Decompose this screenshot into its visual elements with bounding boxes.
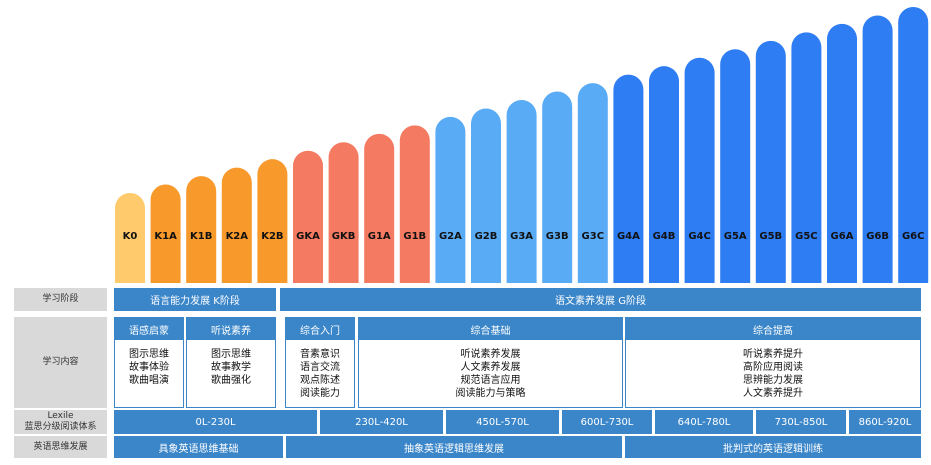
bar-label-k2a: K2A (226, 231, 249, 242)
stage-k-cell: 语言能力发展 K阶段 (114, 288, 276, 311)
content-item: 阅读能力与策略 (455, 388, 526, 399)
bar-label-g3a: G3A (510, 231, 533, 242)
lexile-range: 730L-850L (756, 410, 846, 434)
bar-k1a (150, 184, 181, 283)
lexile-label-line1: Lexile (47, 411, 74, 421)
content-item: 听说素养发展 (460, 349, 521, 360)
content-items: 听说素养发展 人文素养发展 规范语言应用 阅读能力与策略 (359, 348, 622, 407)
bar-g6c (898, 7, 929, 284)
bar-label-g5a: G5A (724, 231, 747, 242)
bar-label-k0: K0 (123, 231, 138, 242)
content-head: 听说素养 (187, 318, 275, 340)
bar-k2b (257, 159, 288, 283)
content-items: 图示思维 故事体验 歌曲唱演 (115, 348, 183, 407)
content-block-3: 综合入门 音素意识 语言交流 观点陈述 阅读能力 (285, 317, 355, 408)
content-item: 图示思维 (129, 349, 169, 360)
bar-k2a (221, 167, 252, 283)
thinking-stage: 批判式的英语逻辑训练 (625, 436, 921, 458)
bar-g3b (542, 91, 573, 283)
bar-label-g6b: G6B (866, 231, 889, 242)
bar-label-g1b: G1B (403, 231, 426, 242)
content-items: 音素意识 语言交流 观点陈述 阅读能力 (286, 348, 354, 407)
content-item: 规范语言应用 (460, 375, 521, 386)
content-head: 综合基础 (359, 318, 622, 340)
content-item: 高阶应用阅读 (743, 362, 803, 373)
content-head: 语感启蒙 (115, 318, 183, 340)
bar-g6a (827, 23, 857, 284)
content-block-1: 语感启蒙 图示思维 故事体验 歌曲唱演 (114, 317, 184, 408)
bar-g5c (791, 32, 822, 284)
lexile-range: 0L-230L (114, 410, 317, 434)
content-item: 故事体验 (129, 362, 169, 373)
bar-label-g2b: G2B (475, 231, 498, 242)
bar-g1b (399, 125, 430, 283)
bar-g2b (471, 108, 501, 283)
bar-label-gka: GKA (296, 231, 320, 242)
bar-k0 (115, 193, 145, 283)
stage-g-cell: 语文素养发展 G阶段 (280, 288, 921, 311)
bar-label-g6a: G6A (831, 231, 854, 242)
content-item: 听说素养提升 (743, 349, 803, 360)
row-label-lexile: Lexile 蓝思分级阅读体系 (14, 410, 107, 434)
content-item: 图示思维 (211, 349, 251, 360)
bar-k1b (186, 176, 217, 283)
bar-gka (293, 150, 323, 283)
content-head: 综合提高 (626, 318, 920, 340)
bar-g4c (684, 57, 715, 283)
content-item: 音素意识 (300, 349, 340, 360)
bar-label-g4a: G4A (617, 231, 640, 242)
content-item: 阅读能力 (300, 388, 340, 399)
lexile-range: 450L-570L (446, 410, 559, 434)
content-block-5: 综合提高 听说素养提升 高阶应用阅读 思辨能力发展 人文素养提升 (625, 317, 921, 408)
content-block-2: 听说素养 图示思维 故事教学 歌曲强化 (186, 317, 276, 408)
bar-label-g4b: G4B (653, 231, 676, 242)
stage-bar-chart: K0 K1A K1B K2A K2B GKA GKB G1A G1B G2A G2B G3A G3B G3… (115, 7, 929, 284)
bar-g3a (506, 100, 537, 284)
bar-gkb (328, 142, 359, 283)
bar-g3c (577, 83, 608, 283)
content-item: 语言交流 (300, 362, 340, 373)
bar-label-gkb: GKB (332, 231, 356, 242)
bar-label-g3c: G3C (582, 231, 605, 242)
content-item: 观点陈述 (300, 375, 340, 386)
thinking-stage: 抽象英语逻辑思维发展 (286, 436, 622, 458)
content-items: 图示思维 故事教学 歌曲强化 (187, 348, 275, 407)
bar-label-g2a: G2A (439, 231, 462, 242)
bar-label-g6c: G6C (902, 231, 925, 242)
bar-g4b (649, 66, 679, 283)
content-item: 歌曲唱演 (129, 375, 169, 386)
bar-label-k1a: K1A (154, 231, 177, 242)
content-block-4: 综合基础 听说素养发展 人文素养发展 规范语言应用 阅读能力与策略 (358, 317, 623, 408)
bar-g5b (755, 40, 786, 284)
thinking-stage: 具象英语思维基础 (114, 436, 283, 458)
bar-label-g5c: G5C (795, 231, 818, 242)
row-label-thinking: 英语思维发展 (14, 436, 107, 458)
bar-g2a (435, 116, 466, 284)
content-item: 歌曲强化 (211, 375, 251, 386)
content-items: 听说素养提升 高阶应用阅读 思辨能力发展 人文素养提升 (626, 348, 920, 407)
row-label-stage: 学习阶段 (14, 288, 107, 311)
curriculum-table: 学习阶段 语言能力发展 K阶段 语文素养发展 G阶段 学习内容 语感启蒙 图示思… (0, 285, 931, 465)
content-item: 人文素养发展 (460, 362, 521, 373)
bar-g4a (613, 74, 644, 283)
bar-label-g4c: G4C (688, 231, 711, 242)
lexile-label-line2: 蓝思分级阅读体系 (24, 422, 97, 432)
lexile-range: 600L-730L (562, 410, 652, 434)
content-head: 综合入门 (286, 318, 354, 340)
content-item: 思辨能力发展 (743, 375, 803, 386)
content-item: 人文素养提升 (743, 388, 803, 399)
bar-g1a (364, 133, 395, 283)
bar-label-k2b: K2B (261, 231, 283, 242)
bar-g6b (862, 15, 893, 283)
content-item: 故事教学 (211, 362, 251, 373)
lexile-range: 640L-780L (655, 410, 753, 434)
lexile-range: 230L-420L (320, 410, 443, 434)
bar-label-g3b: G3B (546, 231, 569, 242)
row-label-content: 学习内容 (14, 317, 107, 408)
bar-label-g5b: G5B (759, 231, 782, 242)
bar-label-g1a: G1A (368, 231, 391, 242)
lexile-range: 860L-920L (849, 410, 921, 434)
bar-label-k1b: K1B (190, 231, 212, 242)
bar-g5a (720, 49, 751, 283)
